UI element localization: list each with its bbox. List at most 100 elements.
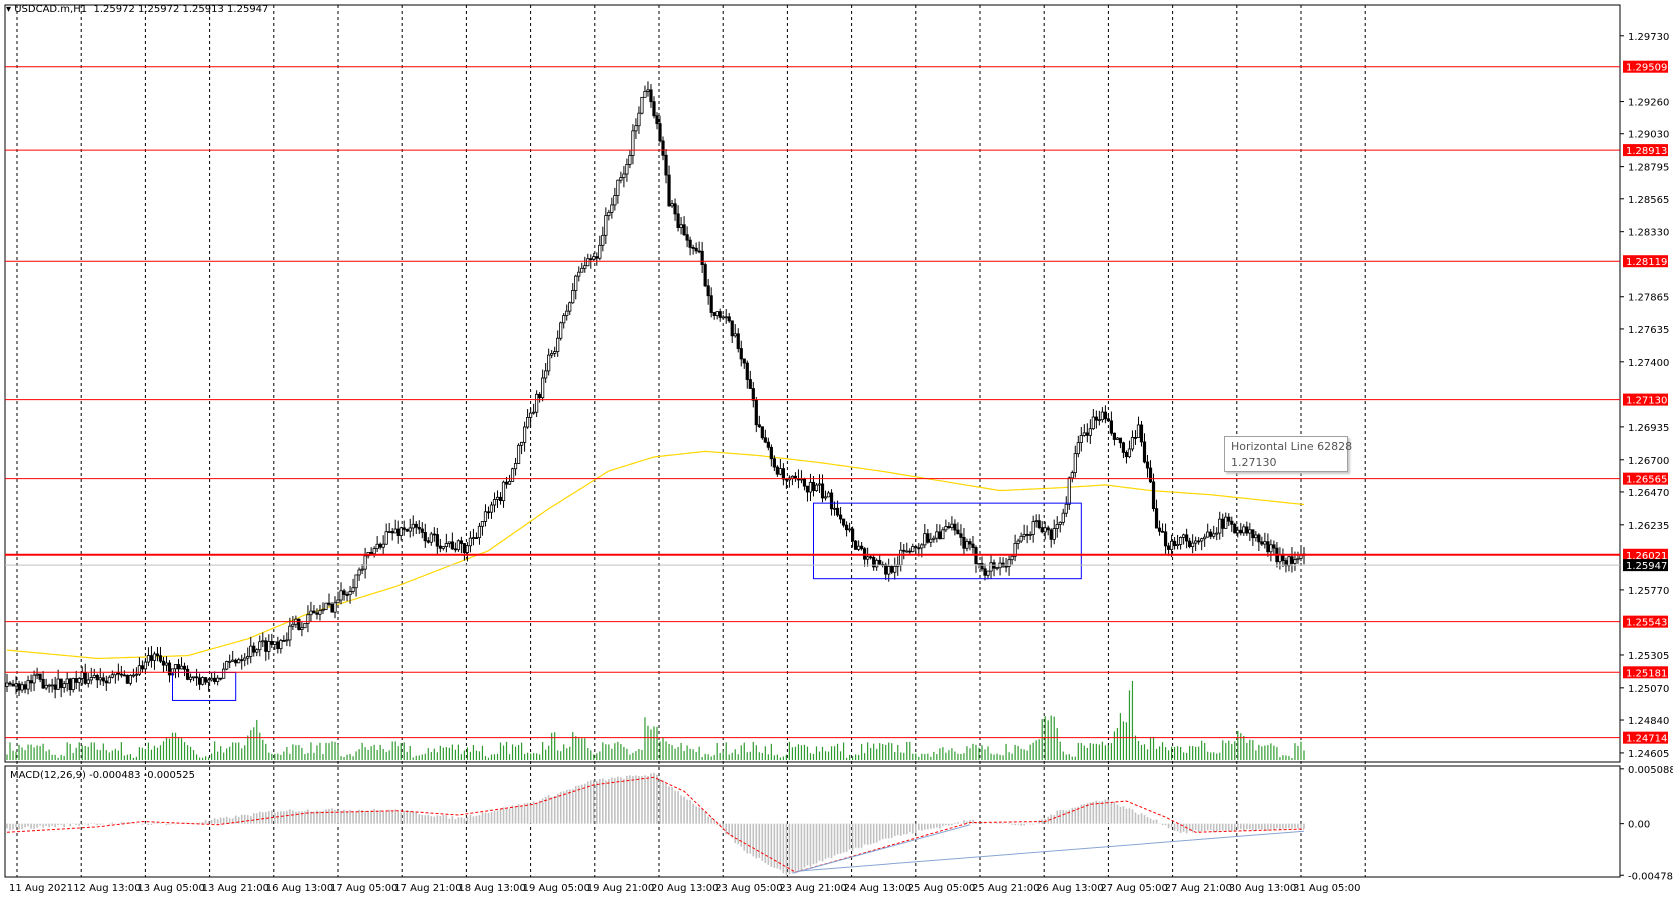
candle-body	[568, 302, 572, 312]
candle-body	[860, 545, 864, 550]
macd-trendline	[792, 824, 971, 874]
candle-body	[1094, 416, 1098, 421]
candle-body	[134, 673, 138, 676]
candle-body	[541, 377, 545, 399]
candle-body	[1067, 477, 1071, 505]
candle-body	[1260, 541, 1264, 545]
y-tick-label: 1.27400	[1628, 358, 1669, 369]
candle-body	[1007, 559, 1011, 567]
candle-body	[300, 627, 304, 630]
candle-body	[1166, 545, 1171, 550]
candle-body	[1296, 557, 1300, 561]
candle-body	[1103, 411, 1107, 420]
price-label: 1.27130	[1626, 396, 1667, 407]
candle-body	[1188, 540, 1192, 547]
candle-body	[712, 312, 716, 316]
candle-body	[456, 540, 460, 551]
candle-body	[228, 660, 232, 663]
price-label: 1.28913	[1626, 146, 1667, 157]
macd-pane-frame	[4, 765, 1621, 878]
candle-body	[285, 639, 289, 642]
candle-body	[1160, 530, 1165, 533]
candle-body	[577, 271, 581, 277]
candle-body	[854, 540, 858, 550]
candle-body	[866, 556, 870, 560]
candle-body	[802, 478, 807, 487]
candle-body	[808, 481, 813, 493]
candle-body	[784, 478, 788, 481]
candle-body	[1209, 531, 1213, 537]
candle-body	[962, 537, 966, 549]
candle-body	[679, 224, 683, 228]
candle-body	[1299, 554, 1303, 559]
candle-body	[459, 540, 463, 544]
candle-body	[495, 496, 500, 500]
candle-body	[92, 674, 96, 678]
symbol-dropdown-icon[interactable]: ▾	[6, 4, 12, 15]
candle-body	[465, 545, 470, 553]
candle-body	[246, 656, 250, 659]
candle-body	[315, 612, 319, 615]
candle-body	[47, 684, 51, 687]
candle-body	[110, 674, 114, 678]
candle-body	[480, 521, 485, 527]
candle-body	[225, 661, 229, 670]
candle-body	[107, 676, 111, 684]
candle-body	[1206, 531, 1210, 538]
candle-body	[1016, 540, 1020, 544]
candle-body	[1019, 535, 1023, 542]
main-pane-frame	[4, 4, 1621, 763]
candle-body	[553, 351, 557, 354]
candle-body	[65, 678, 69, 685]
candle-body	[1133, 437, 1138, 439]
candle-body	[197, 677, 202, 685]
x-tick-label: 27 Aug 05:00	[1100, 883, 1167, 894]
candle-body	[583, 265, 587, 269]
candle-body	[249, 645, 253, 657]
candle-body	[89, 677, 93, 681]
candle-body	[1266, 541, 1270, 553]
y-tick-label: 1.29730	[1628, 32, 1669, 43]
candle-body	[32, 674, 36, 684]
candle-body	[23, 684, 27, 690]
macd-header: MACD(12,26,9) -0.000483 -0.000525	[10, 770, 195, 781]
candle-body	[607, 211, 611, 216]
candle-body	[1046, 527, 1050, 531]
candle-body	[264, 640, 268, 652]
candle-body	[339, 590, 343, 601]
candle-body	[492, 499, 497, 506]
candle-body	[50, 684, 54, 687]
candle-body	[691, 246, 695, 249]
candle-body	[811, 481, 816, 492]
candle-body	[625, 164, 629, 175]
candle-body	[1061, 512, 1065, 523]
candle-body	[1233, 523, 1237, 534]
x-tick-label: 25 Aug 21:00	[972, 883, 1039, 894]
range-box	[812, 502, 1082, 580]
candle-body	[185, 668, 190, 680]
candle-body	[80, 672, 84, 679]
candle-body	[559, 322, 563, 339]
x-tick-label: 12 Aug 13:00	[73, 883, 140, 894]
candle-body	[887, 566, 891, 575]
candle-body	[938, 531, 942, 540]
candle-body	[194, 676, 199, 679]
candle-body	[507, 480, 512, 485]
candle-body	[369, 552, 373, 555]
candle-body	[483, 511, 488, 522]
candle-body	[450, 541, 454, 550]
candle-body	[1088, 428, 1092, 436]
candle-body	[893, 566, 897, 573]
y-tick-label: 1.24605	[1628, 749, 1669, 760]
candle-body	[1254, 534, 1258, 539]
candle-body	[878, 559, 882, 565]
candle-body	[935, 531, 939, 539]
candle-body	[1221, 518, 1225, 529]
candle-body	[899, 549, 903, 566]
candle-body	[390, 531, 394, 534]
candle-body	[526, 417, 530, 428]
candle-body	[399, 527, 403, 536]
candle-body	[345, 594, 349, 596]
candle-body	[565, 310, 569, 317]
